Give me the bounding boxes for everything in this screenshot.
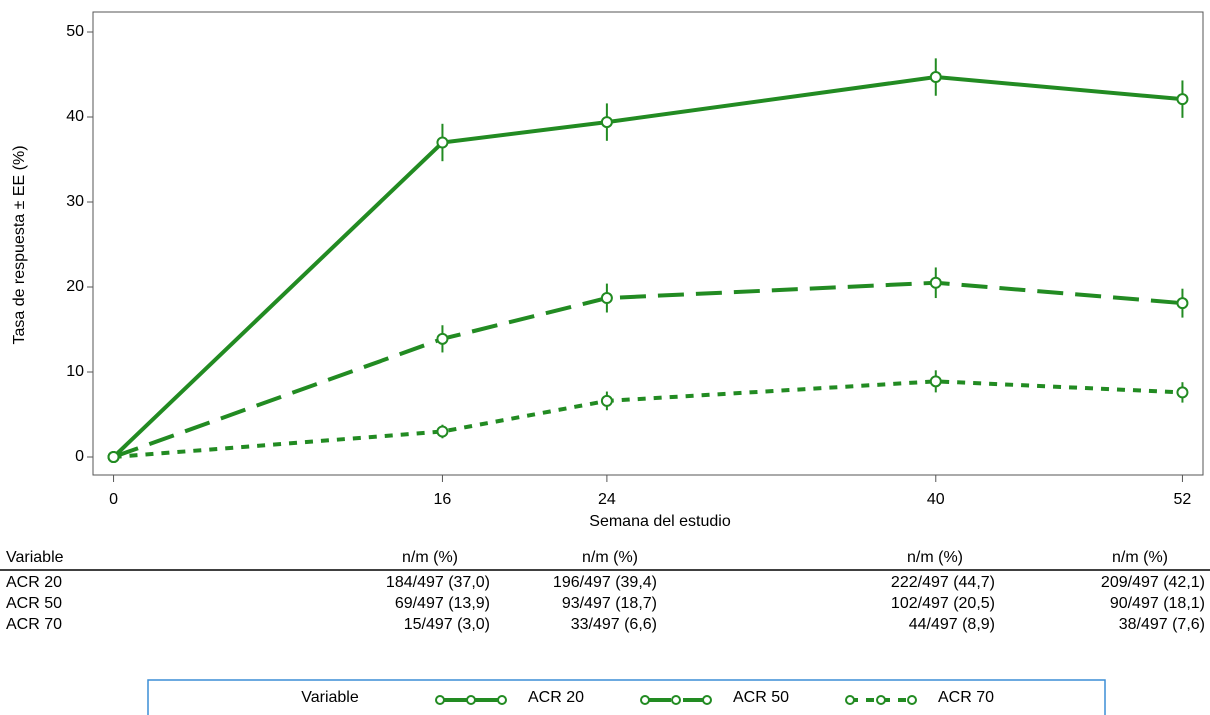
y-axis-title: Tasa de respuesta ± EE (%)	[11, 145, 28, 344]
legend-label: ACR 70	[938, 689, 994, 706]
table-cell: 90/497 (18,1)	[1110, 595, 1205, 612]
legend-label: ACR 50	[733, 689, 789, 706]
point-marker	[107, 451, 120, 463]
legend-marker	[845, 695, 855, 705]
legend-marker	[876, 695, 886, 705]
table-cell: 33/497 (6,6)	[571, 616, 657, 633]
table-header: n/m (%)	[582, 549, 638, 566]
legend-marker	[466, 695, 476, 705]
legend-marker	[702, 695, 712, 705]
table-cell: ACR 50	[6, 595, 62, 612]
y-tick-label: 0	[75, 448, 84, 465]
y-tick-label: 40	[66, 108, 84, 125]
point-marker	[929, 71, 942, 84]
legend-box	[147, 679, 1106, 715]
table-cell: ACR 70	[6, 616, 62, 633]
table-cell: 44/497 (8,9)	[909, 616, 995, 633]
point-marker	[436, 136, 449, 149]
table-cell: 15/497 (3,0)	[404, 616, 490, 633]
x-tick-label: 24	[598, 491, 616, 508]
table-cell: 222/497 (44,7)	[891, 574, 995, 591]
table-cell: ACR 20	[6, 574, 62, 591]
table-header: n/m (%)	[1112, 549, 1168, 566]
table-cell: 102/497 (20,5)	[891, 595, 995, 612]
y-tick-label: 20	[66, 278, 84, 295]
plot-frame	[92, 11, 1204, 476]
point-marker	[1176, 93, 1189, 106]
table-cell: 209/497 (42,1)	[1101, 574, 1205, 591]
point-marker	[929, 276, 942, 289]
table-header: n/m (%)	[907, 549, 963, 566]
point-marker	[600, 116, 613, 129]
x-tick-label: 40	[927, 491, 945, 508]
x-axis-title: Semana del estudio	[589, 513, 731, 530]
table-header: n/m (%)	[402, 549, 458, 566]
point-marker	[1176, 386, 1189, 399]
table-cell: 38/497 (7,6)	[1119, 616, 1205, 633]
table-cell: 196/497 (39,4)	[553, 574, 657, 591]
table-cell: 184/497 (37,0)	[386, 574, 490, 591]
legend-title: Variable	[301, 689, 359, 706]
point-marker	[436, 332, 449, 345]
point-marker	[436, 425, 449, 438]
legend-marker	[497, 695, 507, 705]
table-header: Variable	[6, 549, 64, 566]
legend-marker	[640, 695, 650, 705]
series-line	[112, 280, 1183, 459]
point-marker	[600, 292, 613, 305]
x-tick-label: 16	[434, 491, 452, 508]
legend-marker	[907, 695, 917, 705]
x-tick-label: 52	[1174, 491, 1192, 508]
point-marker	[1176, 297, 1189, 310]
legend-marker	[671, 695, 681, 705]
table-cell: 93/497 (18,7)	[562, 595, 657, 612]
legend-label: ACR 20	[528, 689, 584, 706]
y-tick-label: 50	[66, 23, 84, 40]
point-marker	[929, 375, 942, 388]
table-cell: 69/497 (13,9)	[395, 595, 490, 612]
y-tick-label: 10	[66, 363, 84, 380]
point-marker	[600, 394, 613, 407]
y-tick-label: 30	[66, 193, 84, 210]
series-line	[113, 379, 1183, 459]
legend-marker	[435, 695, 445, 705]
x-tick-label: 0	[109, 491, 118, 508]
